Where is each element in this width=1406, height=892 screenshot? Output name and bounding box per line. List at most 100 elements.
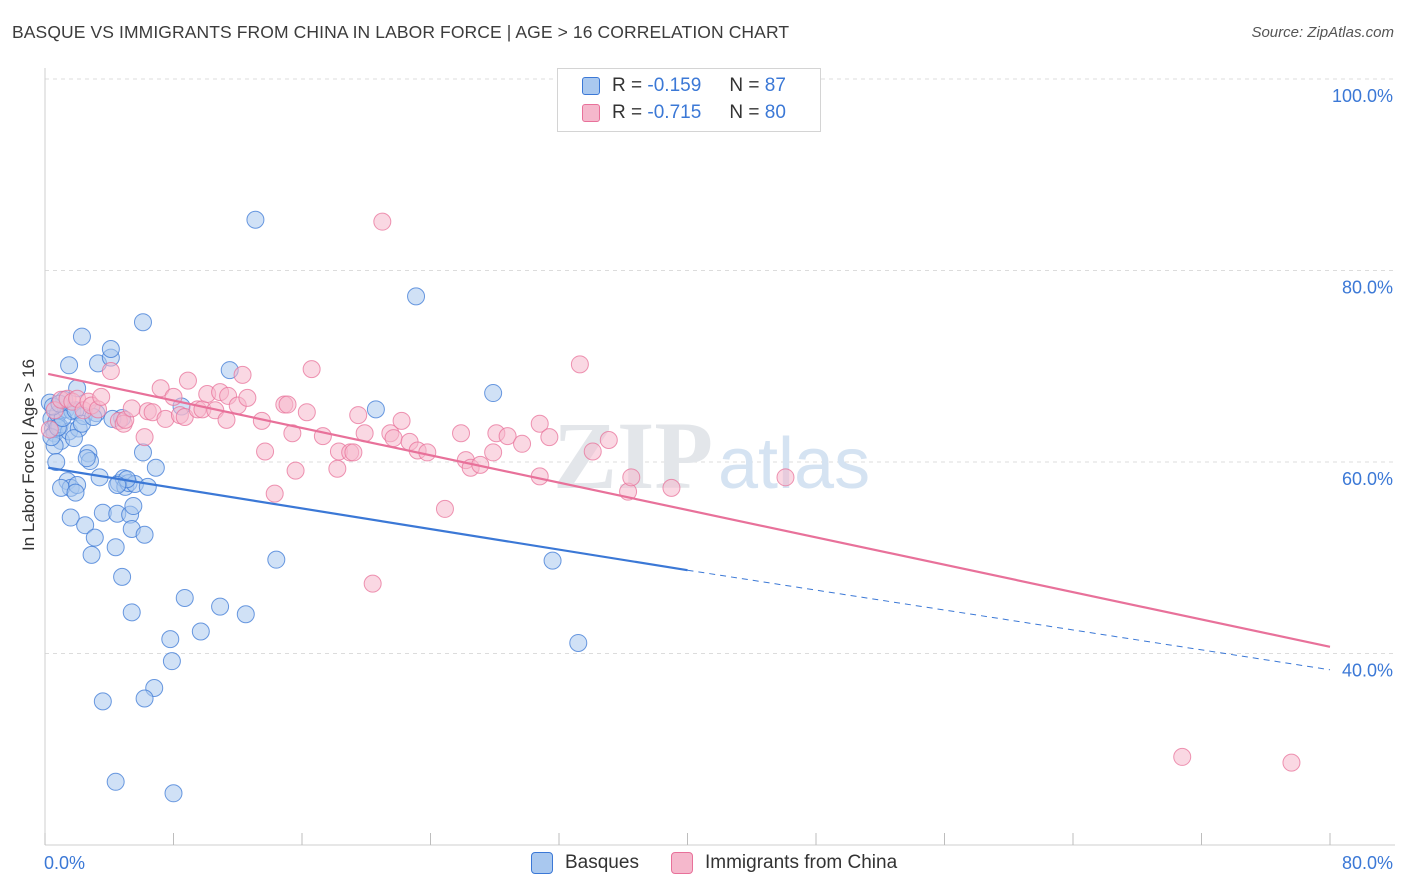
data-point xyxy=(162,652,181,671)
x-tick-label: 80.0% xyxy=(1342,853,1393,873)
data-point xyxy=(366,400,385,419)
data-point xyxy=(349,406,368,425)
legend-n-value: 87 xyxy=(764,75,786,96)
data-point xyxy=(236,605,255,624)
legend-label-china: Immigrants from China xyxy=(705,852,898,873)
legend-swatch-basques xyxy=(531,852,553,874)
data-point xyxy=(146,458,165,477)
data-point xyxy=(599,430,618,449)
data-point xyxy=(122,603,141,622)
data-point xyxy=(384,429,403,448)
chart-title: BASQUE VS IMMIGRANTS FROM CHINA IN LABOR… xyxy=(12,22,790,42)
data-point xyxy=(344,443,363,462)
data-point xyxy=(267,550,286,569)
legend-r-label: R = xyxy=(612,75,643,96)
data-point xyxy=(498,427,517,446)
legend-swatch-china xyxy=(671,852,693,874)
data-point xyxy=(72,327,91,346)
x-tick-label: 0.0% xyxy=(44,853,85,873)
legend-row-china: R = -0.715 N = 80 xyxy=(582,100,786,126)
trend-line xyxy=(47,372,1331,648)
data-point xyxy=(135,428,154,447)
trend-line-extension xyxy=(687,569,1331,671)
data-point xyxy=(407,287,426,306)
data-point xyxy=(256,442,275,461)
data-point xyxy=(540,428,559,447)
data-point xyxy=(435,499,454,518)
y-tick-label: 80.0% xyxy=(1342,278,1393,298)
data-point xyxy=(583,442,602,461)
data-point xyxy=(1282,753,1301,772)
data-point xyxy=(161,630,180,649)
legend-swatch-china xyxy=(582,104,600,122)
data-point xyxy=(513,434,532,453)
data-point xyxy=(569,633,588,652)
data-point xyxy=(392,411,411,430)
y-tick-label: 40.0% xyxy=(1342,661,1393,681)
legend-item-china[interactable]: Immigrants from China xyxy=(671,852,897,874)
data-point xyxy=(101,340,120,359)
correlation-legend: R = -0.159 N = 87 R = -0.715 N = 80 xyxy=(557,68,821,132)
data-point xyxy=(133,313,152,332)
watermark: ZIP atlas xyxy=(553,402,870,509)
data-point xyxy=(106,538,125,557)
data-point xyxy=(64,429,83,448)
data-point xyxy=(40,420,59,439)
legend-n-label: N = xyxy=(729,75,760,96)
data-point xyxy=(233,365,252,384)
data-point xyxy=(286,461,305,480)
legend-label-basques: Basques xyxy=(565,852,639,873)
data-point xyxy=(92,387,111,406)
data-point xyxy=(328,459,347,478)
legend-r-value: -0.159 xyxy=(647,75,702,96)
data-point xyxy=(106,772,125,791)
source-credit: Source: ZipAtlas.com xyxy=(1251,24,1394,41)
legend-swatch-basques xyxy=(582,77,600,95)
trend-lines xyxy=(47,372,1331,671)
legend-n-value: 80 xyxy=(764,102,786,123)
data-point xyxy=(124,497,143,516)
axes xyxy=(44,68,1395,846)
data-point xyxy=(61,508,80,527)
legend-row-basques: R = -0.159 N = 87 xyxy=(582,73,786,99)
data-point xyxy=(484,443,503,462)
data-point xyxy=(85,528,104,547)
data-point xyxy=(452,424,471,443)
trend-line xyxy=(48,466,688,572)
legend-r-value: -0.715 xyxy=(647,102,702,123)
data-point xyxy=(278,395,297,414)
data-point xyxy=(363,574,382,593)
data-point xyxy=(570,355,589,374)
tick-labels: 40.0% 60.0% 80.0% 100.0% 0.0% 80.0% xyxy=(44,86,1393,873)
data-point xyxy=(175,588,194,607)
y-axis-label: In Labor Force | Age > 16 xyxy=(19,359,38,551)
data-point xyxy=(1173,747,1192,766)
data-point xyxy=(662,478,681,497)
data-point xyxy=(108,475,127,494)
data-point xyxy=(47,453,66,471)
data-point xyxy=(246,210,265,229)
data-point xyxy=(60,356,79,375)
data-point xyxy=(138,477,157,496)
data-point xyxy=(122,399,141,418)
data-point xyxy=(543,551,562,570)
data-point xyxy=(191,622,210,641)
data-point xyxy=(164,784,183,803)
watermark-atlas: atlas xyxy=(718,424,870,504)
data-point xyxy=(530,414,549,433)
legend-n-label: N = xyxy=(729,102,760,123)
data-point xyxy=(622,468,641,487)
y-tick-label: 100.0% xyxy=(1332,86,1393,106)
data-point xyxy=(373,212,392,231)
data-point xyxy=(82,545,101,564)
data-point xyxy=(113,567,132,586)
data-point xyxy=(302,360,321,379)
data-point xyxy=(297,403,316,422)
legend-r-label: R = xyxy=(612,102,643,123)
series-legend: Basques Immigrants from China xyxy=(0,850,1406,880)
data-point xyxy=(76,516,95,535)
data-point xyxy=(101,362,120,381)
data-point xyxy=(776,468,795,487)
legend-item-basques[interactable]: Basques xyxy=(531,852,639,874)
